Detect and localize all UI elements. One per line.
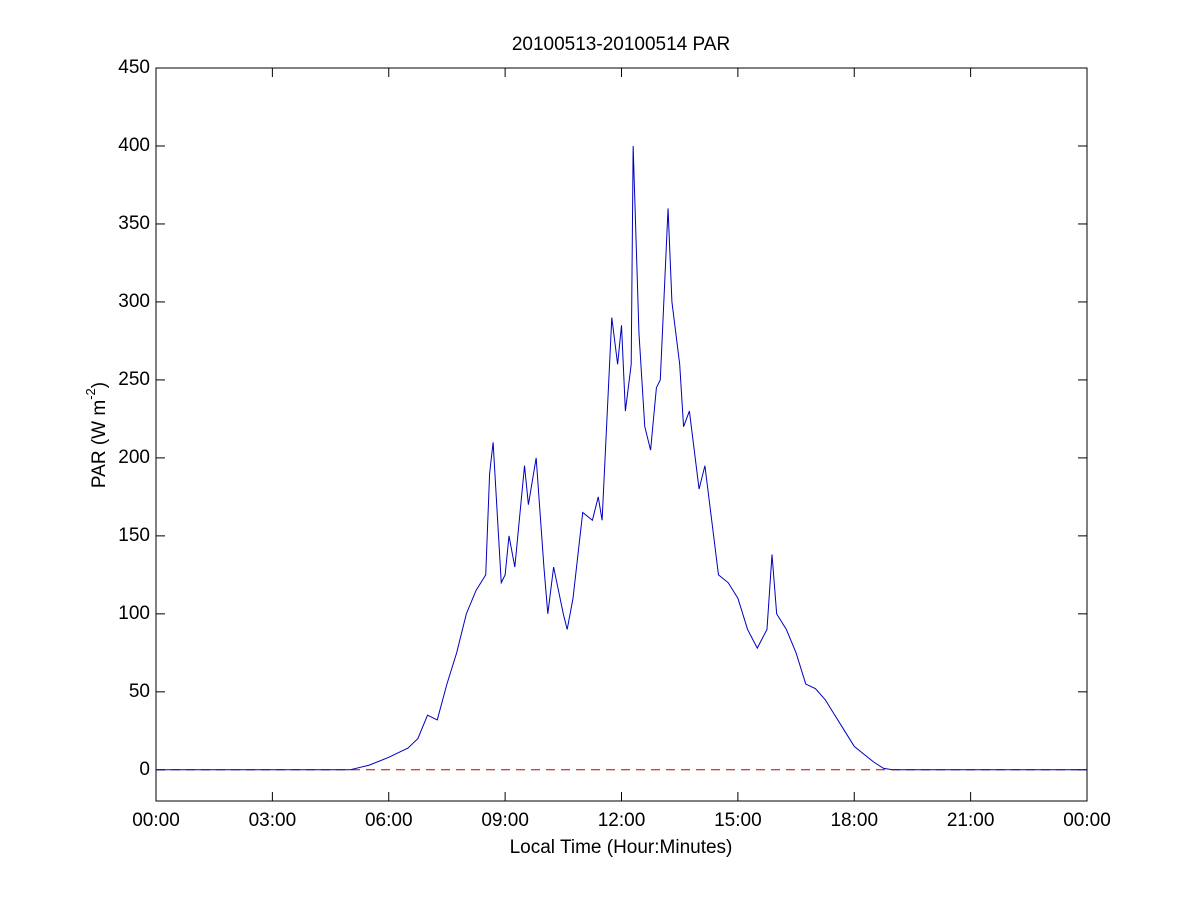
y-tick-label: 300 [118, 291, 150, 312]
y-axis-label-end: ) [89, 382, 110, 388]
y-tick-label: 0 [139, 759, 150, 780]
data-line [156, 145, 1087, 771]
chart-title: 20100513-20100514 PAR [512, 34, 730, 55]
x-tick-label: 21:00 [947, 810, 995, 831]
y-tick-label: 100 [118, 603, 150, 624]
x-tick-label: 00:00 [1063, 810, 1111, 831]
x-tick-label: 00:00 [132, 810, 180, 831]
x-tick-label: 06:00 [365, 810, 413, 831]
y-tick-label: 450 [118, 57, 150, 78]
y-axis-label-text: PAR (W m [89, 400, 110, 488]
y-tick-label: 350 [118, 213, 150, 234]
plot-area [155, 67, 1088, 802]
x-tick-label: 03:00 [249, 810, 297, 831]
y-tick-label: 250 [118, 369, 150, 390]
x-axis-label: Local Time (Hour:Minutes) [510, 837, 733, 858]
y-tick-label: 200 [118, 447, 150, 468]
x-tick-label: 15:00 [714, 810, 762, 831]
x-tick-label: 18:00 [830, 810, 878, 831]
y-axis-label-sup: -2 [83, 388, 98, 400]
y-tick-label: 50 [129, 681, 150, 702]
y-axis-label: PAR (W m-2) [83, 382, 110, 488]
y-tick-label: 150 [118, 525, 150, 546]
y-tick-label: 400 [118, 135, 150, 156]
x-tick-label: 12:00 [598, 810, 646, 831]
x-tick-label: 09:00 [481, 810, 529, 831]
